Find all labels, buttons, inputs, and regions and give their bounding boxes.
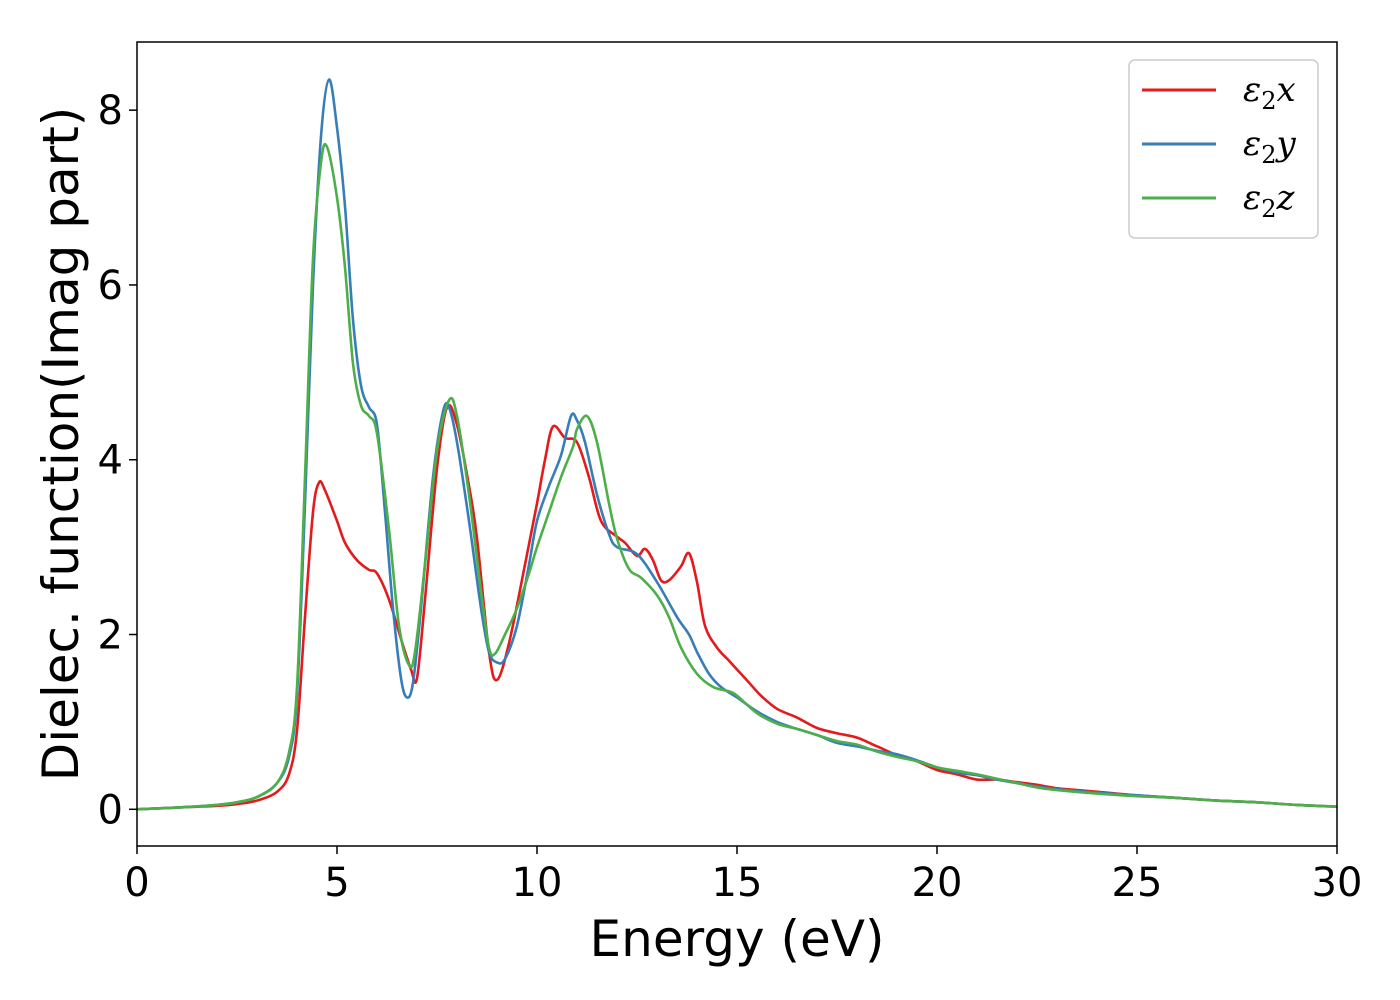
y-tick-label: 0 — [98, 787, 123, 833]
legend-box — [1128, 59, 1319, 239]
x-tick-label: 0 — [124, 860, 149, 906]
x-tick-label: 15 — [712, 860, 763, 906]
x-tick-label: 30 — [1312, 860, 1363, 906]
series-line-z — [136, 142, 1338, 811]
y-tick-label: 6 — [98, 263, 123, 309]
x-tick-label: 5 — [324, 860, 349, 906]
legend-label-x: ε2x — [1243, 70, 1296, 115]
x-axis: 0 5 10 15 20 25 30 — [124, 846, 1362, 906]
legend-label-z: ε2z — [1243, 178, 1296, 223]
x-tick-label: 10 — [512, 860, 563, 906]
legend: ε2x ε2y ε2z — [1128, 59, 1319, 239]
x-axis-label: Energy (eV) — [590, 910, 885, 968]
y-tick-label: 4 — [98, 438, 123, 484]
y-axis: 0 2 4 6 8 — [98, 88, 137, 833]
x-tick-label: 25 — [1112, 860, 1163, 906]
y-axis-label: Dielec. function(Imag part) — [32, 107, 90, 782]
legend-label-y: ε2y — [1243, 124, 1297, 169]
x-tick-label: 20 — [912, 860, 963, 906]
series-layer — [136, 78, 1338, 811]
series-line-x — [136, 403, 1338, 811]
y-tick-label: 2 — [98, 613, 123, 659]
y-tick-label: 8 — [98, 88, 123, 134]
